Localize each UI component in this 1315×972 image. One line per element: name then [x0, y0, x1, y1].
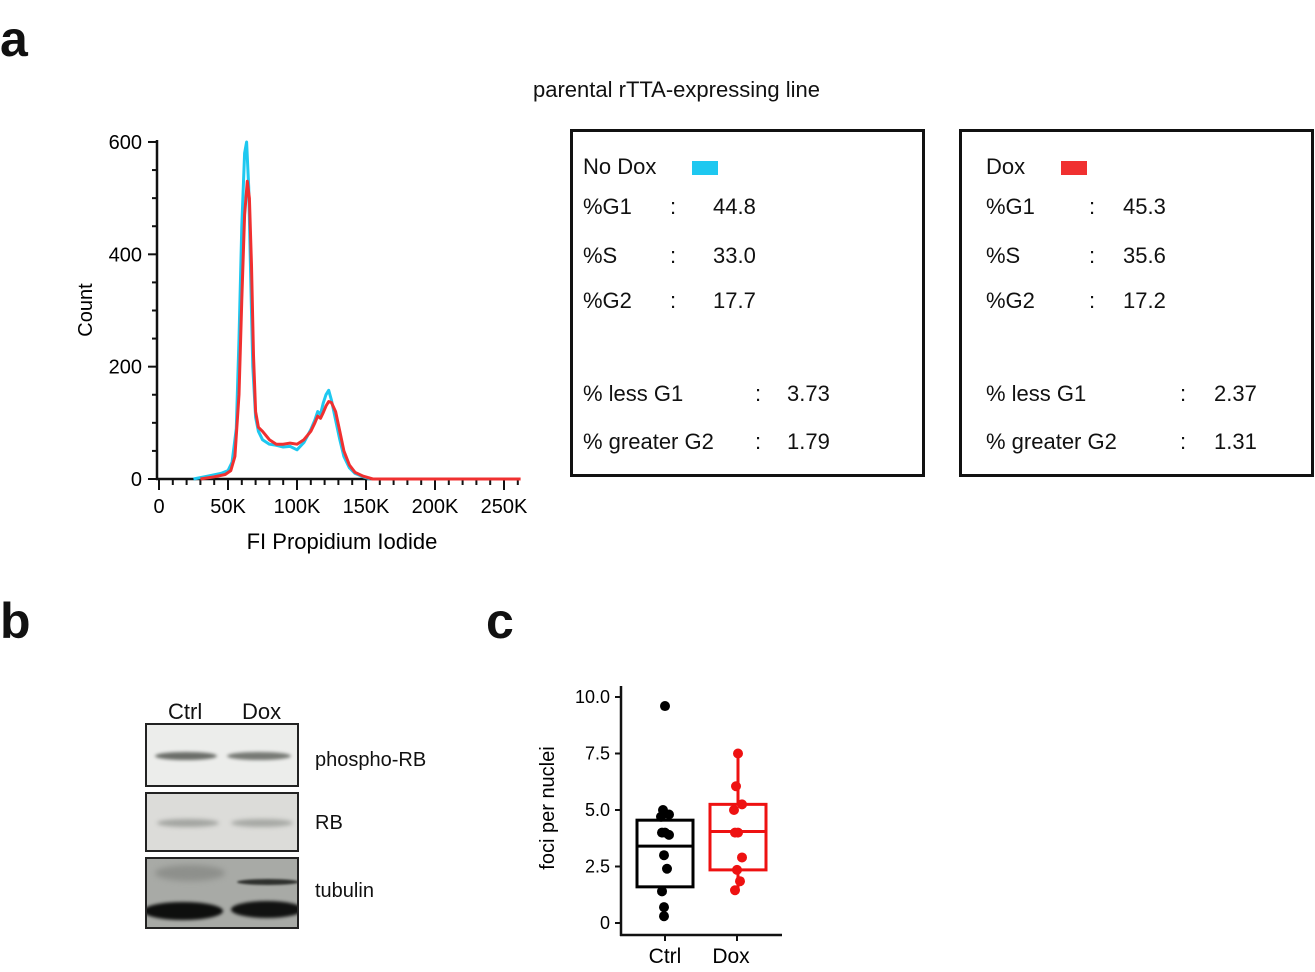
data-point [656, 811, 666, 822]
stat-value: 1.31 [1214, 429, 1257, 454]
dox-histogram-line [200, 179, 521, 481]
data-point [660, 701, 670, 712]
stat-label: %G1 [986, 194, 1035, 219]
colon: : [670, 288, 677, 313]
colon: : [1089, 243, 1096, 268]
stat-label: %G2 [583, 288, 632, 313]
y-tick-label: 2.5 [585, 857, 610, 877]
stat-label: %S [583, 243, 618, 268]
box [635, 818, 695, 889]
band-label: RB [315, 812, 343, 834]
panel-label-b: b [0, 593, 31, 649]
hist-ylabel: Count [75, 283, 97, 337]
x-tick-label: 250K [481, 496, 528, 518]
panel-label-c: c [486, 593, 514, 649]
stat-label: % greater G2 [583, 429, 714, 454]
no-dox-histogram-line [193, 140, 371, 481]
blot-tubulin [145, 857, 299, 929]
colon: : [755, 381, 762, 406]
stats-box-dox: Dox %G1 : 45.3 %S : 35.6 %G2 : 17.2 % le… [959, 129, 1314, 477]
data-point [733, 748, 743, 759]
band-label: tubulin [315, 880, 374, 902]
stat-value: 2.37 [1214, 381, 1257, 406]
box-name: No Dox [583, 154, 657, 179]
y-tick-label: 7.5 [585, 744, 610, 764]
data-point [729, 805, 739, 815]
colon: : [670, 243, 677, 268]
box-name: Dox [986, 154, 1026, 179]
y-tick-label: 0 [131, 469, 142, 491]
x-tick-label: Ctrl [649, 945, 682, 968]
stat-label: % greater G2 [986, 429, 1117, 454]
data-point [735, 876, 745, 887]
x-tick-label: 0 [153, 496, 164, 518]
x-tick-label: Dox [712, 945, 750, 968]
stat-label: %S [986, 243, 1021, 268]
stat-value: 33.0 [713, 243, 756, 268]
x-tick-label: 200K [412, 496, 459, 518]
data-point [664, 809, 674, 820]
color-swatch [692, 161, 718, 175]
lane-label-ctrl: Ctrl [168, 699, 203, 724]
y-tick-label: 0 [600, 913, 610, 933]
stat-value: 17.2 [1123, 288, 1166, 313]
colon: : [1180, 429, 1187, 454]
stat-value: 17.7 [713, 288, 756, 313]
data-point [659, 850, 669, 861]
data-point [659, 911, 669, 922]
stat-value: 1.79 [787, 429, 830, 454]
panel-a-title: parental rTTA-expressing line [533, 77, 820, 102]
colon: : [1180, 381, 1187, 406]
y-tick-label: 5.0 [585, 800, 610, 820]
stat-value: 35.6 [1123, 243, 1166, 268]
lane-label-dox: Dox [242, 699, 282, 724]
colon: : [670, 194, 677, 219]
stat-label: %G1 [583, 194, 632, 219]
data-point [657, 886, 667, 897]
stat-value: 44.8 [713, 194, 756, 219]
y-tick-label: 600 [109, 132, 142, 154]
colon: : [1089, 288, 1096, 313]
data-point [737, 799, 747, 810]
colon: : [755, 429, 762, 454]
stat-label: % less G1 [986, 381, 1087, 406]
data-point [664, 829, 674, 840]
data-point [659, 902, 669, 913]
data-point [662, 863, 672, 874]
colon: : [1089, 194, 1096, 219]
blot-rb [145, 792, 299, 852]
y-tick-label: 10.0 [575, 687, 610, 707]
x-tick-label: 100K [274, 496, 321, 518]
data-point [730, 827, 740, 838]
color-swatch [1061, 161, 1087, 175]
data-point [730, 885, 740, 896]
histogram-chart: 0 200 400 600 0 50K 100K 150K 200K 250K [109, 132, 528, 518]
y-tick-label: 400 [109, 244, 142, 266]
stat-label: %G2 [986, 288, 1035, 313]
data-point [732, 864, 742, 875]
blot-phospho-rb [145, 723, 299, 787]
box-ylabel: foci per nuclei [537, 746, 559, 869]
panel-label-a: a [0, 11, 28, 67]
stats-box-no-dox: No Dox %G1 : 44.8 %S : 33.0 %G2 : 17.7 %… [570, 129, 925, 477]
stat-value: 45.3 [1123, 194, 1166, 219]
stat-label: % less G1 [583, 381, 684, 406]
data-point [731, 781, 741, 792]
x-tick-label: 50K [210, 496, 246, 518]
box-plot-chart: 0 2.5 5.0 7.5 10.0 Ctrl Dox [575, 686, 782, 968]
hist-xlabel: FI Propidium Iodide [247, 529, 438, 554]
stat-value: 3.73 [787, 381, 830, 406]
y-tick-label: 200 [109, 357, 142, 379]
x-tick-label: 150K [343, 496, 390, 518]
data-point [737, 852, 747, 863]
band-label: phospho-RB [315, 749, 427, 771]
